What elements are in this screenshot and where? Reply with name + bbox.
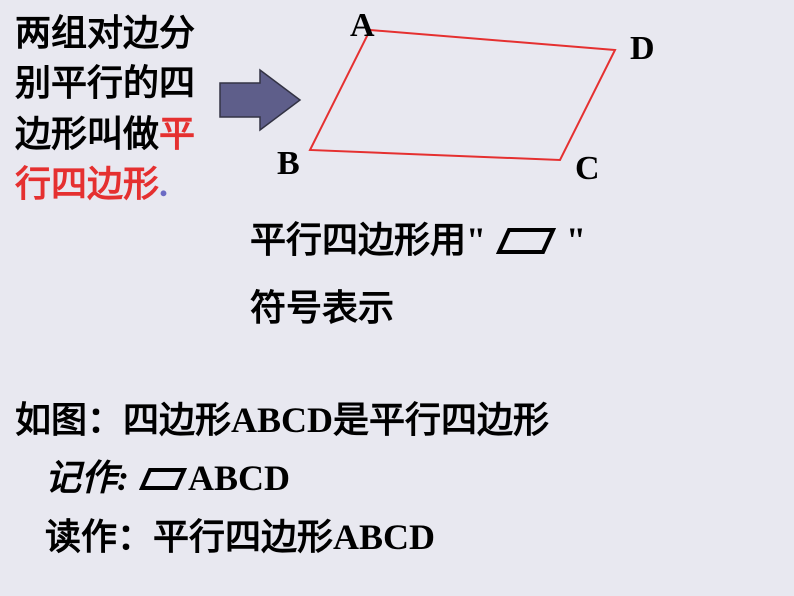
symbol-line2: 符号表示 [250,283,586,333]
parallelogram-symbol-small-icon [138,466,188,492]
vertex-c-label: C [575,145,600,193]
parallelogram-symbol-icon [495,226,557,256]
symbol-notation: 平行四边形用" " 符号表示 [250,215,586,334]
example-text: 如图：四边形ABCD是平行四边形 记作: ABCD 读作：平行四边形ABCD [15,395,549,562]
example-line2: 记作: ABCD [45,453,549,503]
vertex-a-label: A [350,2,375,50]
vertex-b-label: B [277,140,300,188]
example-line1: 如图：四边形ABCD是平行四边形 [15,395,549,445]
vertex-d-label: D [630,25,655,73]
symbol-line1: 平行四边形用" " [250,215,586,265]
parallelogram-diagram [0,0,794,250]
example-line3: 读作：平行四边形ABCD [45,512,549,562]
